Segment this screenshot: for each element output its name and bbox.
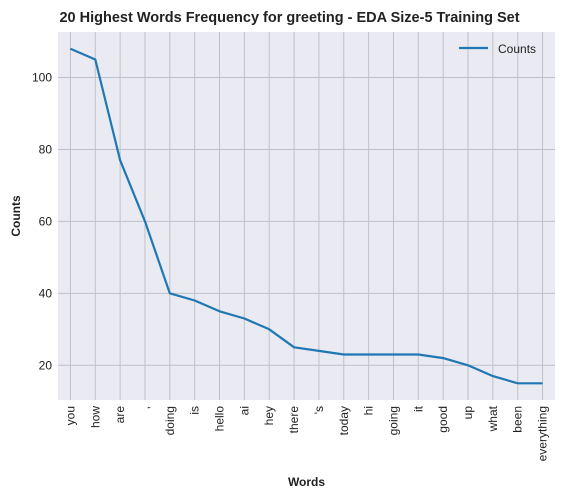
x-tick-label: , — [138, 406, 152, 409]
y-tick-label: 40 — [39, 286, 53, 300]
x-tick-label: today — [337, 406, 351, 435]
x-tick-label: it — [411, 405, 425, 412]
y-tick-label: 20 — [39, 358, 53, 372]
series-line-counts — [69, 47, 543, 385]
x-tick-label: up — [461, 406, 475, 420]
y-tick-label: 100 — [32, 71, 52, 85]
legend-label: Counts — [498, 42, 536, 56]
chart-title: 20 Highest Words Frequency for greeting … — [59, 10, 519, 26]
x-tick-label: how — [88, 406, 102, 428]
y-tick-labels: 20 40 60 80 100 — [32, 71, 52, 373]
x-tick-label: there — [287, 406, 301, 434]
x-tick-label: what — [486, 405, 500, 432]
x-tick-label: ai — [237, 406, 251, 415]
x-tick-label: you — [63, 406, 77, 425]
series-layer — [69, 47, 543, 385]
x-tick-label: hello — [213, 406, 227, 432]
y-tick-label: 60 — [39, 214, 53, 228]
y-axis-label: Counts — [9, 195, 23, 237]
x-tick-label: doing — [163, 406, 177, 435]
x-tick-label: everything — [536, 406, 550, 461]
x-tick-label: is — [188, 406, 202, 415]
y-tick-label: 80 — [39, 142, 53, 156]
x-tick-label: hey — [262, 406, 276, 425]
x-tick-label: going — [386, 406, 400, 435]
x-tick-label: are — [113, 406, 127, 424]
x-tick-labels: you how are, doing is hello ai hey there 's today h… — [63, 405, 549, 461]
x-tick-label: hi — [362, 406, 376, 415]
x-tick-label: 's — [312, 406, 326, 414]
x-axis-label: Words — [288, 475, 325, 489]
y-gridlines — [58, 77, 555, 366]
x-tick-label: good — [436, 406, 450, 433]
legend: Counts — [459, 42, 536, 56]
x-tick-label: been — [511, 406, 525, 433]
plot-area — [58, 32, 555, 400]
x-gridlines — [69, 32, 544, 400]
